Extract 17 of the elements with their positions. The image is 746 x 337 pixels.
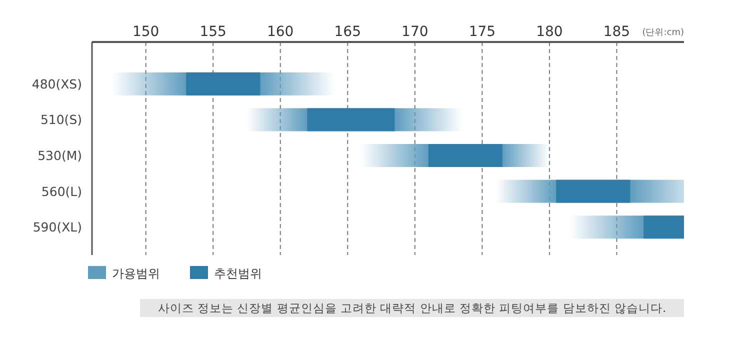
x-tick-label: 180 (536, 24, 563, 40)
y-tick-label: 560(L) (41, 184, 82, 199)
x-tick-label: 170 (402, 24, 428, 40)
x-tick-label: 150 (132, 24, 160, 40)
legend-label: 가용범위 (112, 266, 160, 280)
legend-label: 추천범위 (214, 266, 262, 280)
y-tick-label: 530(M) (38, 148, 82, 163)
y-tick-label: 510(S) (40, 112, 82, 128)
x-tick-label: 165 (334, 24, 362, 40)
text: 사이즈 정보는 신장별 평균인심을 고려한 대략적 안내로 정확한 피팅여부를 담보하진 않습니다. (158, 301, 666, 315)
x-tick-label: 160 (266, 24, 294, 40)
x-tick-label: 185 (603, 24, 630, 40)
y-tick-label: 590(XL) (32, 220, 82, 235)
x-tick-label: 175 (468, 24, 496, 40)
y-tick-label: 480(XS) (32, 76, 82, 92)
x-tick-label: 155 (200, 24, 226, 40)
text: (단위:cm) (642, 28, 684, 38)
